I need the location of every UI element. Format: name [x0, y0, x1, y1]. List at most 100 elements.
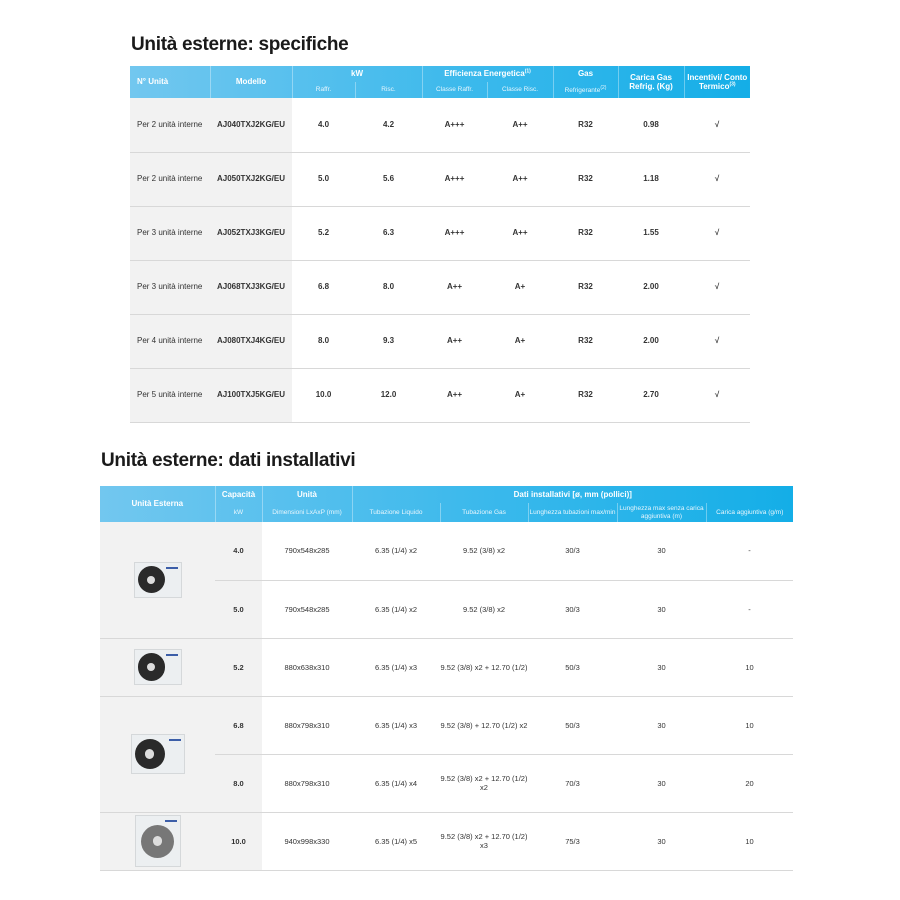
- header-gas: Gas: [552, 66, 619, 82]
- cell-carica: 1.55: [618, 206, 685, 261]
- cell-dimensioni: 790x548x285: [262, 580, 352, 639]
- cell-incentivi: √: [684, 260, 751, 315]
- unit-image-cell: [100, 812, 215, 871]
- cell-carica-aggiuntiva: 20: [706, 754, 794, 813]
- cell-modello: AJ052TXJ3KG/EU: [210, 206, 292, 261]
- cell-gas: R32: [553, 260, 619, 315]
- incentivi-label: Incentivi/ Conto Termico: [687, 72, 748, 91]
- header-liquido: Tubazione Liquido: [351, 503, 440, 522]
- install-title: Unità esterne: dati installativi: [101, 450, 356, 471]
- cell-dimensioni: 790x548x285: [262, 522, 352, 581]
- cell-risc: 6.3: [355, 206, 422, 261]
- cell-dimensioni: 880x638x310: [262, 638, 352, 697]
- cell-dimensioni: 880x798x310: [262, 696, 352, 755]
- cell-kw: 6.8: [215, 696, 262, 755]
- cell-raff: 4.0: [292, 98, 355, 153]
- table-row: 5.0 790x548x285 6.35 (1/4) x2 9.52 (3/8) x2…: [100, 580, 794, 639]
- cell-lunghezza-max: 30: [617, 638, 706, 697]
- cell-lunghezza-max: 30: [617, 522, 706, 581]
- cell-liquido: 6.35 (1/4) x3: [352, 638, 440, 697]
- cell-classe-raff: A++: [422, 368, 487, 423]
- cell-classe-risc: A+: [487, 368, 554, 423]
- cell-kw: 5.0: [215, 580, 262, 639]
- cell-lunghezza-max: 30: [617, 696, 706, 755]
- cell-unita: Per 3 unità interne: [130, 206, 210, 261]
- header-kw: kW: [214, 503, 262, 522]
- cell-kw: 10.0: [215, 812, 262, 871]
- cell-risc: 12.0: [355, 368, 422, 423]
- cell-risc: 8.0: [355, 260, 422, 315]
- header-unita: Unità: [261, 486, 352, 503]
- cell-classe-raff: A++: [422, 260, 487, 315]
- cell-incentivi: √: [684, 152, 751, 207]
- cell-liquido: 6.35 (1/4) x2: [352, 522, 440, 581]
- header-carica: Carica Gas Refrig. (Kg): [617, 66, 685, 98]
- header-kw: kW: [291, 66, 422, 82]
- cell-lunghezza-max: 30: [617, 812, 706, 871]
- outdoor-unit-small-icon: [133, 561, 182, 598]
- cell-carica: 0.98: [618, 98, 685, 153]
- cell-carica-aggiuntiva: -: [706, 580, 794, 639]
- cell-raff: 10.0: [292, 368, 355, 423]
- cell-kw: 5.2: [215, 638, 262, 697]
- cell-carica-aggiuntiva: 10: [706, 638, 794, 697]
- cell-tubazione-gas: 9.52 (3/8) x2 + 12.70 (1/2) x3: [440, 812, 528, 871]
- refrigerante-label: Refrigerante: [564, 86, 601, 94]
- header-dati: Dati installativi [ø, mm (pollici)]: [351, 486, 794, 503]
- efficienza-label: Efficienza Energetica: [444, 69, 525, 79]
- cell-carica-aggiuntiva: -: [706, 522, 794, 581]
- cell-gas: R32: [553, 152, 619, 207]
- header-efficienza: Efficienza Energetica(1): [421, 66, 554, 82]
- table-row: Per 4 unità interne AJ080TXJ4KG/EU 8.0 9.3 A…: [130, 314, 751, 369]
- cell-risc: 5.6: [355, 152, 422, 207]
- cell-dimensioni: 880x798x310: [262, 754, 352, 813]
- cell-lunghezza-max: 30: [617, 580, 706, 639]
- cell-incentivi: √: [684, 314, 751, 369]
- cell-carica: 1.18: [618, 152, 685, 207]
- cell-lunghezza: 70/3: [528, 754, 617, 813]
- header-lunghezza: Lunghezza tubazioni max/min: [527, 503, 617, 522]
- cell-modello: AJ080TXJ4KG/EU: [210, 314, 292, 369]
- cell-lunghezza-max: 30: [617, 754, 706, 813]
- cell-tubazione-gas: 9.52 (3/8) x2: [440, 580, 528, 639]
- cell-dimensioni: 940x998x330: [262, 812, 352, 871]
- header-n-unita: N° Unità: [137, 77, 169, 87]
- cell-unita: Per 2 unità interne: [130, 152, 210, 207]
- table-row: 4.0 790x548x285 6.35 (1/4) x2 9.52 (3/8) x2…: [100, 522, 794, 639]
- cell-gas: R32: [553, 368, 619, 423]
- cell-classe-risc: A++: [487, 98, 554, 153]
- cell-gas: R32: [553, 206, 619, 261]
- cell-risc: 4.2: [355, 98, 422, 153]
- outdoor-unit-medium-icon: [130, 734, 185, 774]
- cell-risc: 9.3: [355, 314, 422, 369]
- header-raff: Raffr.: [291, 82, 355, 98]
- cell-unita: Per 4 unità interne: [130, 314, 210, 369]
- cell-carica: 2.00: [618, 314, 685, 369]
- unit-image-cell: [100, 696, 215, 813]
- cell-raff: 6.8: [292, 260, 355, 315]
- header-capacita: Capacità: [214, 486, 262, 503]
- cell-classe-raff: A+++: [422, 152, 487, 207]
- cell-tubazione-gas: 9.52 (3/8) x2 + 12.70 (1/2) x2: [440, 754, 528, 813]
- header-carica-aggiuntiva: Carica aggiuntiva (g/m): [705, 503, 794, 522]
- cell-classe-raff: A+++: [422, 206, 487, 261]
- table-row: Per 3 unità interne AJ068TXJ3KG/EU 6.8 8.0 A…: [130, 260, 751, 315]
- cell-classe-raff: A+++: [422, 98, 487, 153]
- cell-classe-risc: A++: [487, 206, 554, 261]
- cell-gas: R32: [553, 314, 619, 369]
- cell-carica: 2.00: [618, 260, 685, 315]
- header-modello: Modello: [209, 66, 292, 98]
- cell-lunghezza: 50/3: [528, 696, 617, 755]
- header-risc: Risc.: [354, 82, 422, 98]
- header-classe-risc: Classe Risc.: [486, 82, 554, 98]
- cell-tubazione-gas: 9.52 (3/8) + 12.70 (1/2) x2: [440, 696, 528, 755]
- table-row: Per 3 unità interne AJ052TXJ3KG/EU 5.2 6.3 A…: [130, 206, 751, 261]
- outdoor-unit-large-icon: [134, 815, 181, 867]
- cell-classe-risc: A++: [487, 152, 554, 207]
- table-row: 10.0 940x998x330 6.35 (1/4) x5 9.52 (3/8) x…: [100, 812, 794, 871]
- table-row: Per 5 unità interne AJ100TXJ5KG/EU 10.0 12.…: [130, 368, 751, 423]
- cell-tubazione-gas: 9.52 (3/8) x2: [440, 522, 528, 581]
- header-incentivi: Incentivi/ Conto Termico(3): [683, 66, 751, 98]
- cell-unita: Per 3 unità interne: [130, 260, 210, 315]
- cell-unita: Per 2 unità interne: [130, 98, 210, 153]
